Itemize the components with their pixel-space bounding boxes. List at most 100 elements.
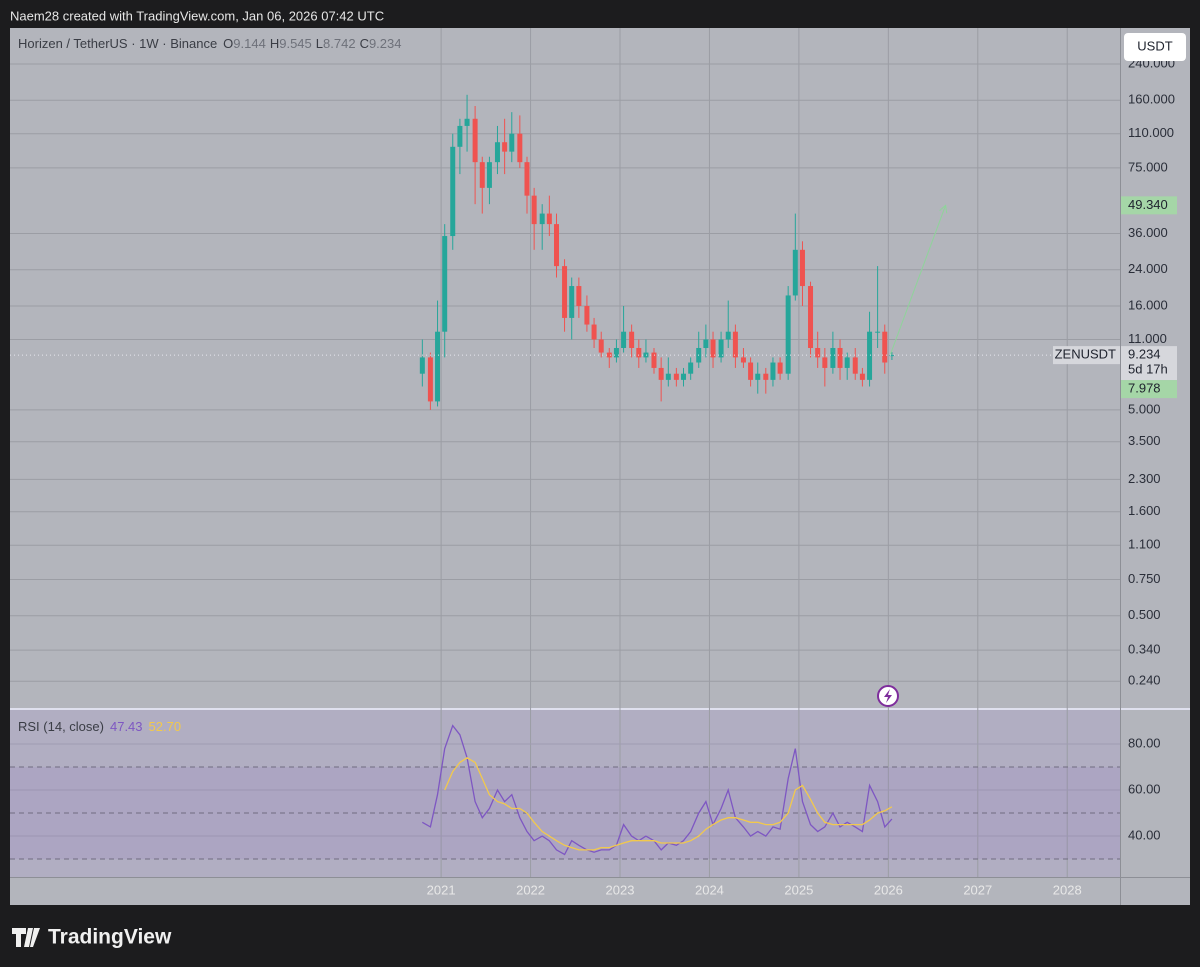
candle-body: [427, 357, 433, 402]
candle-body: [651, 352, 657, 368]
y-tick-label: 0.340: [1128, 642, 1161, 657]
candle-body: [472, 118, 478, 163]
y-tick-label: 1.600: [1128, 503, 1161, 518]
candle-body: [569, 286, 575, 318]
currency[interactable]: USDT: [1137, 38, 1172, 53]
candle-body: [502, 142, 508, 152]
y-tick-label: 5.000: [1128, 401, 1161, 416]
candle-body: [665, 373, 671, 380]
rsi-title: RSI (14, close): [18, 719, 104, 734]
y-tick-label: 3.500: [1128, 433, 1161, 448]
y-tick-label: 110.000: [1128, 125, 1174, 140]
rsi-line: [444, 757, 893, 851]
last-price: 9.234: [1128, 347, 1161, 362]
candle-body: [629, 331, 635, 348]
y-tick-label: 2.300: [1128, 471, 1161, 486]
marks: [10, 94, 1120, 856]
candle-body: [531, 195, 537, 225]
ohlc-key: O: [223, 36, 233, 51]
candle-body: [755, 373, 761, 380]
x-tick-label: 2022: [516, 882, 545, 897]
candle-body: [822, 357, 828, 368]
credit: Naem28 created with TradingView.com, Jan…: [10, 8, 384, 23]
price-label-bg: [1121, 380, 1177, 399]
candle-body: [546, 213, 552, 225]
candle-body: [494, 142, 500, 163]
candle-body: [710, 339, 716, 358]
candle-body: [450, 146, 456, 237]
candle-body: [681, 373, 687, 380]
symbol-label: ZENUSDT: [1055, 347, 1116, 362]
candle-body: [889, 355, 895, 357]
symbol-label-bg: [1053, 346, 1120, 365]
candle-body: [852, 357, 858, 374]
rsi-line: [421, 724, 893, 856]
y-tick-label: 36.000: [1128, 225, 1168, 240]
ohlc-key: H: [270, 36, 279, 51]
price-label: 7.978: [1128, 381, 1161, 396]
candle-body: [732, 331, 738, 358]
candle-body: [837, 347, 843, 368]
candle-body: [464, 118, 470, 126]
x-tick-label: 2025: [784, 882, 813, 897]
x-tick-label: 2027: [963, 882, 992, 897]
candle-body: [479, 162, 485, 188]
y-tick-label: 80.00: [1128, 735, 1161, 750]
candle-body: [509, 133, 515, 152]
last-price-bg: [1121, 346, 1177, 381]
candle-body: [815, 347, 821, 358]
candle-body: [718, 339, 724, 358]
y-tick-label: 1.100: [1128, 537, 1161, 552]
candle-body: [539, 213, 545, 225]
y-tick-label: 40.00: [1128, 827, 1161, 842]
candle-body: [688, 362, 694, 374]
candle-body: [830, 347, 836, 368]
y-tick-label: 0.500: [1128, 607, 1161, 622]
candle-body: [591, 324, 597, 340]
y-tick-label: 75.000: [1128, 159, 1168, 174]
price-label-bg: [1121, 196, 1177, 215]
arrow-head: [939, 204, 948, 214]
candle-body: [799, 249, 805, 287]
x-tick-label: 2024: [695, 882, 724, 897]
candle-body: [785, 295, 791, 374]
x-tick-label: 2023: [606, 882, 635, 897]
candle-body: [486, 162, 492, 188]
ohlc-key: L: [316, 36, 323, 51]
candle-body: [748, 362, 754, 380]
chart-legend: Horizen / TetherUS · 1W · Binance O9.144 H…: [18, 36, 402, 51]
candle-body: [859, 373, 865, 380]
candle-body: [636, 347, 642, 358]
candle-body: [740, 357, 746, 363]
candle-body: [725, 331, 731, 340]
y-tick-label: 160.000: [1128, 92, 1175, 107]
rsi-value: 47.43: [110, 719, 143, 734]
y-tick-label: 16.000: [1128, 297, 1168, 312]
candle-body: [584, 305, 590, 325]
price-label: 49.340: [1128, 197, 1168, 212]
brand-logo: [12, 928, 40, 947]
candle-body: [875, 331, 881, 333]
ohlc-value: 9.144: [233, 36, 266, 51]
ohlc-key: C: [360, 36, 369, 51]
candle-body: [844, 357, 850, 368]
brand: TradingView: [48, 926, 172, 949]
candle-body: [419, 357, 425, 374]
candle-body: [613, 347, 619, 358]
y-tick-label: 0.750: [1128, 571, 1161, 586]
candle-body: [703, 339, 709, 348]
candle-body: [442, 236, 448, 332]
candle-body: [524, 162, 530, 196]
x-tick-label: 2026: [874, 882, 903, 897]
currency-button[interactable]: [1124, 33, 1186, 61]
candle-body: [576, 286, 582, 306]
candle-body: [882, 331, 888, 363]
y-tick-label: 24.000: [1128, 261, 1168, 276]
candle-body: [554, 224, 560, 267]
ohlc-value: 9.234: [369, 36, 402, 51]
candle-body: [517, 133, 523, 163]
candle-body: [808, 286, 814, 348]
candle-body: [763, 373, 769, 380]
rsi-value: 52.70: [149, 719, 182, 734]
